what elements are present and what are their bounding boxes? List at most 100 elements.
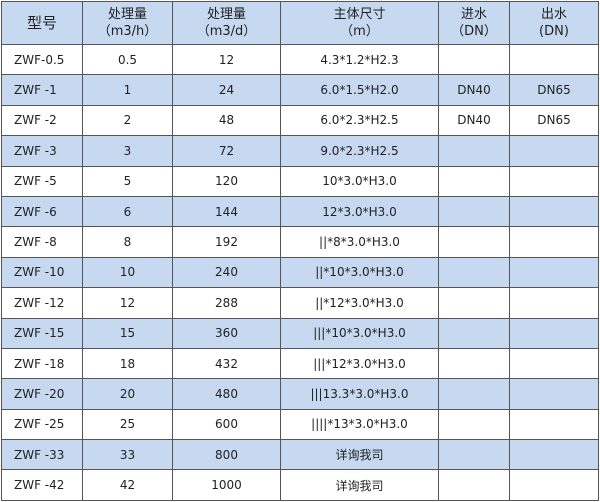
cell-outlet: [509, 287, 599, 319]
cell-outlet: [509, 378, 599, 410]
table-row: ZWF -10 10 240 ||*10*3.0*H3.0: [1, 256, 599, 289]
cell-flow-d: 360: [172, 317, 281, 349]
cell-flow-d: 24: [172, 74, 281, 106]
header-inlet-unit: （DN）: [451, 24, 497, 39]
cell-flow-d: 120: [172, 165, 281, 197]
cell-size: 10*3.0*H3.0: [280, 165, 439, 197]
cell-flow-d: 600: [172, 408, 281, 441]
header-inlet: 进水 （DN）: [438, 1, 510, 45]
cell-size: ||*8*3.0*H3.0: [280, 226, 439, 258]
header-size: 主体尺寸 （m）: [280, 1, 439, 45]
cell-inlet: [438, 226, 510, 258]
cell-flow-h: 8: [82, 226, 173, 258]
cell-size: 12*3.0*H3.0: [280, 195, 439, 228]
cell-flow-h: 20: [82, 378, 173, 410]
cell-flow-h: 0.5: [82, 43, 173, 76]
cell-size: 4.3*1.2*H2.3: [280, 43, 439, 76]
cell-size: |||13.3*3.0*H3.0: [280, 378, 439, 410]
header-flow-d-label: 处理量: [206, 7, 246, 22]
cell-model: ZWF -1: [1, 74, 83, 106]
cell-flow-d: 144: [172, 195, 281, 228]
header-outlet: 出水 (DN): [509, 1, 599, 45]
table-row: ZWF -33 33 800 详询我司: [1, 439, 599, 471]
table-row: ZWF -8 8 192 ||*8*3.0*H3.0: [1, 226, 599, 258]
table-row: ZWF -42 42 1000 详询我司: [1, 469, 599, 501]
cell-flow-h: 33: [82, 439, 173, 471]
table-row: ZWF -25 25 600 ||||*13*3.0*H3.0: [1, 408, 599, 441]
header-outlet-unit: (DN): [539, 24, 569, 39]
cell-inlet: [438, 135, 510, 167]
cell-size: |||*12*3.0*H3.0: [280, 347, 439, 380]
cell-model: ZWF -10: [1, 256, 83, 289]
cell-inlet: [438, 287, 510, 319]
cell-outlet: [509, 469, 599, 501]
table-row: ZWF -15 15 360 |||*10*3.0*H3.0: [1, 317, 599, 349]
header-size-unit: （m）: [340, 24, 379, 39]
cell-outlet: [509, 439, 599, 471]
table-row: ZWF -6 6 144 12*3.0*H3.0: [1, 195, 599, 228]
cell-flow-d: 1000: [172, 469, 281, 501]
header-outlet-label: 出水: [540, 7, 567, 22]
cell-model: ZWF -8: [1, 226, 83, 258]
cell-flow-d: 48: [172, 104, 281, 137]
cell-model: ZWF -33: [1, 439, 83, 471]
cell-outlet: DN65: [509, 74, 599, 106]
cell-model: ZWF -3: [1, 135, 83, 167]
cell-flow-h: 25: [82, 408, 173, 441]
cell-model: ZWF -2: [1, 104, 83, 137]
cell-outlet: [509, 408, 599, 441]
cell-outlet: [509, 165, 599, 197]
table-row: ZWF -3 3 72 9.0*2.3*H2.5: [1, 135, 599, 167]
cell-inlet: [438, 43, 510, 76]
header-row: 型号 处理量 （m3/h） 处理量 （m3/d） 主体尺寸 （m） 进水 （DN） 出水…: [1, 1, 599, 45]
cell-size: 6.0*2.3*H2.5: [280, 104, 439, 137]
cell-size: ||||*13*3.0*H3.0: [280, 408, 439, 441]
cell-outlet: [509, 317, 599, 349]
cell-size: 详询我司: [280, 469, 439, 501]
table-row: ZWF -18 18 432 |||*12*3.0*H3.0: [1, 347, 599, 380]
cell-outlet: [509, 43, 599, 76]
cell-inlet: DN40: [438, 74, 510, 106]
cell-inlet: [438, 408, 510, 441]
cell-model: ZWF -25: [1, 408, 83, 441]
header-model: 型号: [1, 1, 83, 45]
table-row: ZWF -12 12 288 ||*12*3.0*H3.0: [1, 287, 599, 319]
cell-outlet: [509, 256, 599, 289]
cell-model: ZWF -18: [1, 347, 83, 380]
cell-size: |||*10*3.0*H3.0: [280, 317, 439, 349]
cell-flow-d: 192: [172, 226, 281, 258]
table-row: ZWF -5 5 120 10*3.0*H3.0: [1, 165, 599, 197]
table-row: ZWF-0.5 0.5 12 4.3*1.2*H2.3: [1, 43, 599, 76]
cell-outlet: [509, 135, 599, 167]
cell-outlet: [509, 195, 599, 228]
cell-flow-h: 18: [82, 347, 173, 380]
header-flow-d: 处理量 （m3/d）: [172, 1, 281, 45]
cell-inlet: [438, 195, 510, 228]
cell-inlet: [438, 469, 510, 501]
cell-flow-h: 12: [82, 287, 173, 319]
cell-outlet: DN65: [509, 104, 599, 137]
header-size-label: 主体尺寸: [333, 7, 386, 22]
cell-flow-h: 1: [82, 74, 173, 106]
cell-inlet: [438, 165, 510, 197]
table-row: ZWF -20 20 480 |||13.3*3.0*H3.0: [1, 378, 599, 410]
cell-inlet: [438, 317, 510, 349]
cell-size: ||*12*3.0*H3.0: [280, 287, 439, 319]
header-inlet-label: 进水: [460, 7, 487, 22]
cell-flow-d: 288: [172, 287, 281, 319]
cell-flow-h: 10: [82, 256, 173, 289]
cell-size: 9.0*2.3*H2.5: [280, 135, 439, 167]
cell-model: ZWF -12: [1, 287, 83, 319]
cell-inlet: [438, 347, 510, 380]
cell-flow-d: 12: [172, 43, 281, 76]
cell-model: ZWF -6: [1, 195, 83, 228]
cell-flow-h: 15: [82, 317, 173, 349]
cell-flow-h: 2: [82, 104, 173, 137]
cell-flow-d: 800: [172, 439, 281, 471]
cell-inlet: [438, 378, 510, 410]
cell-flow-d: 240: [172, 256, 281, 289]
cell-model: ZWF -15: [1, 317, 83, 349]
cell-outlet: [509, 347, 599, 380]
cell-flow-d: 480: [172, 378, 281, 410]
